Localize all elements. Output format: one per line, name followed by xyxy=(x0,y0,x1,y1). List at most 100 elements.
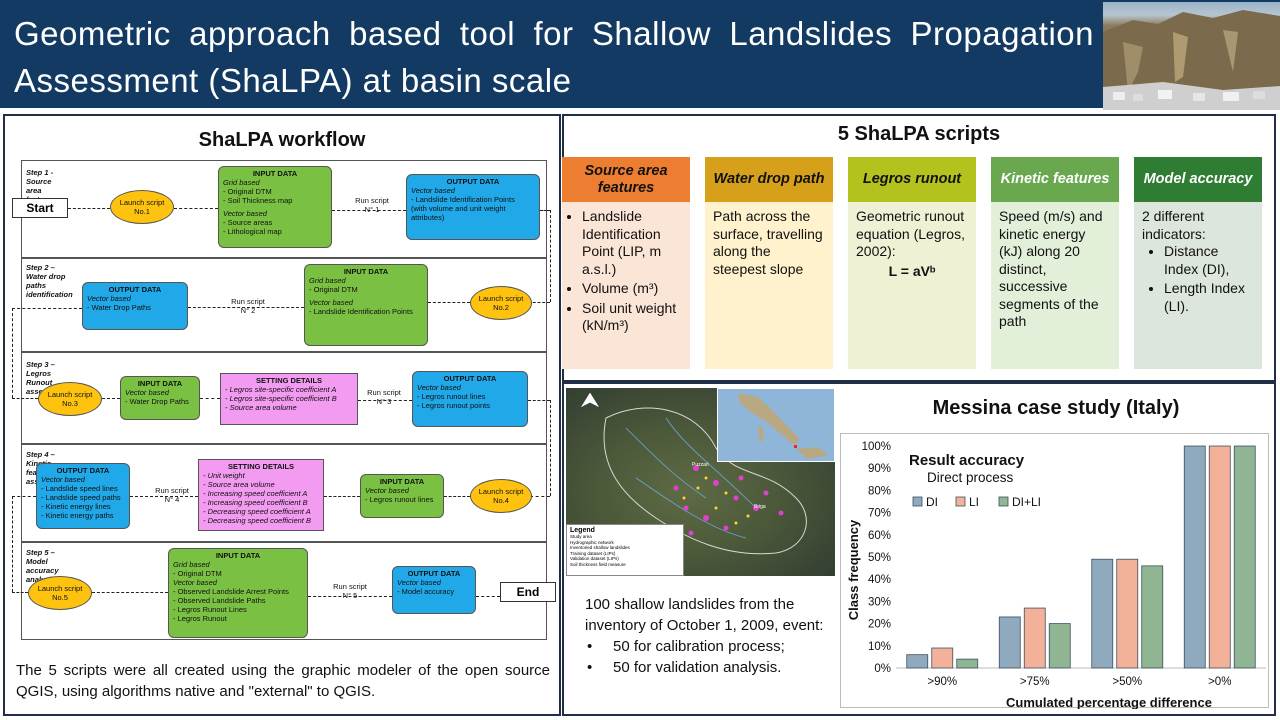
chart-ylabel: Class frequency xyxy=(846,519,861,620)
node-line: - Landslide speed lines xyxy=(41,484,118,493)
kinetic-text: Speed (m/s) and kinetic energy (kJ) alon… xyxy=(999,208,1103,329)
node-line: Vector based xyxy=(223,209,267,218)
case-intro: 100 shallow landslides from the inventor… xyxy=(585,596,824,634)
step2-title: Step 2 – Water drop paths identification xyxy=(26,263,73,299)
node-line: - Water Drop Paths xyxy=(87,303,151,312)
y-tick-label: 20% xyxy=(868,619,891,631)
step2-input: INPUT DATA Grid based - Original DTM Vect… xyxy=(304,264,428,346)
arrow xyxy=(308,596,392,597)
arrow xyxy=(130,496,198,497)
node-line: - Landslide speed paths xyxy=(41,493,121,502)
node-line: - Legros runout lines xyxy=(365,495,434,504)
case-study-title: Messina case study (Italy) xyxy=(932,397,1180,419)
y-tick-label: 0% xyxy=(874,663,891,675)
y-tick-label: 40% xyxy=(868,574,891,586)
y-tick-label: 10% xyxy=(868,641,891,653)
accuracy-bar-chart: Result accuracy Direct process Cumulated… xyxy=(846,441,1266,710)
legend-swatch xyxy=(998,496,1009,507)
node-line: - Observed Landslide Paths xyxy=(173,596,266,605)
header-banner: Geometric approach based tool for Shallo… xyxy=(0,0,1280,108)
x-tick-label: >0% xyxy=(1208,676,1231,688)
node-line: - Original DTM xyxy=(173,569,222,578)
legend-item: Training dataset (LIPs) xyxy=(570,550,616,556)
arrow xyxy=(12,398,38,399)
legend-swatch xyxy=(955,496,966,507)
script-col-header: Legros runout xyxy=(848,157,976,202)
x-tick-label: >50% xyxy=(1112,676,1142,688)
node-line: - Unit weight xyxy=(203,471,245,480)
arrow xyxy=(174,208,218,209)
script-col-header: Source area features xyxy=(562,157,690,202)
script-col-body: 2 different indicators: Distance Index (… xyxy=(1134,202,1262,369)
y-tick-label: 70% xyxy=(868,508,891,520)
legend-label: DI xyxy=(926,495,938,509)
page-title: Geometric approach based tool for Shallo… xyxy=(14,15,1094,99)
script-col-body: Speed (m/s) and kinetic energy (kJ) alon… xyxy=(991,202,1119,369)
node-line: - Legros runout points xyxy=(417,401,490,410)
script-col-body: Path across the surface, travelling alon… xyxy=(705,202,833,369)
legend-swatch xyxy=(912,496,923,507)
list-item: Distance Index (DI), xyxy=(1164,243,1254,278)
node-line: Vector based xyxy=(87,294,131,303)
launch-script-4: Launch script No.4 xyxy=(470,479,532,513)
node-line: - Soil Thickness map xyxy=(223,196,293,205)
node-line: - Original DTM xyxy=(309,285,358,294)
bar-li xyxy=(931,647,954,669)
y-tick-label: 30% xyxy=(868,596,891,608)
legend-item: Hydrographic network xyxy=(570,539,614,545)
node-line: Grid based xyxy=(223,178,260,187)
node-line: attributes) xyxy=(411,213,445,222)
step3-output: OUTPUT DATA Vector based - Legros runout … xyxy=(412,371,528,427)
y-tick-label: 50% xyxy=(868,552,891,564)
node-line: - Landslide Identification Points xyxy=(309,307,413,316)
script-col-header: Kinetic features xyxy=(991,157,1119,202)
run-script-1: Run script N° 1 xyxy=(355,196,389,214)
node-line: - Kinetic energy paths xyxy=(41,511,114,520)
bar-di-li xyxy=(956,658,979,669)
step4-input: INPUT DATA Vector based - Legros runout l… xyxy=(360,474,444,518)
step1-input-lines: Grid based - Original DTM - Soil Thickness… xyxy=(223,178,327,236)
step4-output: OUTPUT DATA Vector based - Landslide spee… xyxy=(36,463,130,529)
run-script-5: Run script N° 5 xyxy=(333,582,367,600)
node-line: - Water Drop Paths xyxy=(125,397,189,406)
map-place-label: Puzzari xyxy=(692,462,709,468)
north-arrow-icon xyxy=(579,391,601,409)
arrow xyxy=(528,400,550,401)
workflow-title: ShaLPA workflow xyxy=(198,129,366,151)
launch-script-5: Launch script No.5 xyxy=(28,576,92,610)
node-line: - Decreasing speed coefficient A xyxy=(203,507,311,516)
bar-di-li xyxy=(1141,565,1164,669)
node-line: - Decreasing speed coefficient B xyxy=(203,516,311,525)
node-line: - Kinetic energy lines xyxy=(41,502,111,511)
script-col-accuracy: Model accuracy 2 different indicators: D… xyxy=(1134,157,1262,369)
node-line: - Legros site-specific coefficient B xyxy=(225,394,337,403)
waterdrop-text: Path across the surface, travelling alon… xyxy=(713,208,823,277)
end-terminal: End xyxy=(500,582,556,602)
arrow xyxy=(92,592,168,593)
node-line: Vector based xyxy=(309,298,353,307)
chart-frame: Result accuracy Direct process Cumulated… xyxy=(840,433,1269,710)
legend-title: Legend xyxy=(570,527,595,534)
list-item: Landslide Identification Point (LIP, m a… xyxy=(582,208,682,278)
node-line: Vector based xyxy=(173,578,217,587)
legend-item: Inventoried shallow landslides xyxy=(570,545,630,550)
scripts-title: 5 ShaLPA scripts xyxy=(837,123,1001,145)
node-line: Grid based xyxy=(173,560,210,569)
script-col-header: Model accuracy xyxy=(1134,157,1262,202)
case-list: 50 for calibration process; 50 for valid… xyxy=(585,636,835,678)
node-line: - Lithological map xyxy=(223,227,282,236)
run-script-3: Run script N° 3 xyxy=(367,388,401,406)
node-line: - Source area volume xyxy=(225,403,297,412)
node-line: - Legros runout lines xyxy=(417,392,486,401)
x-tick-label: >90% xyxy=(927,676,957,688)
list-item: Length Index (LI). xyxy=(1164,280,1254,315)
start-terminal: Start xyxy=(12,198,68,218)
arrow xyxy=(444,496,470,497)
arrow xyxy=(12,592,28,593)
y-tick-label: 80% xyxy=(868,485,891,497)
y-tick-label: 90% xyxy=(868,463,891,475)
arrow xyxy=(550,400,551,496)
script-col-source: Source area features Landslide Identific… xyxy=(562,157,690,369)
node-line: - Model accuracy xyxy=(397,587,455,596)
bar-di-li xyxy=(1233,445,1256,669)
